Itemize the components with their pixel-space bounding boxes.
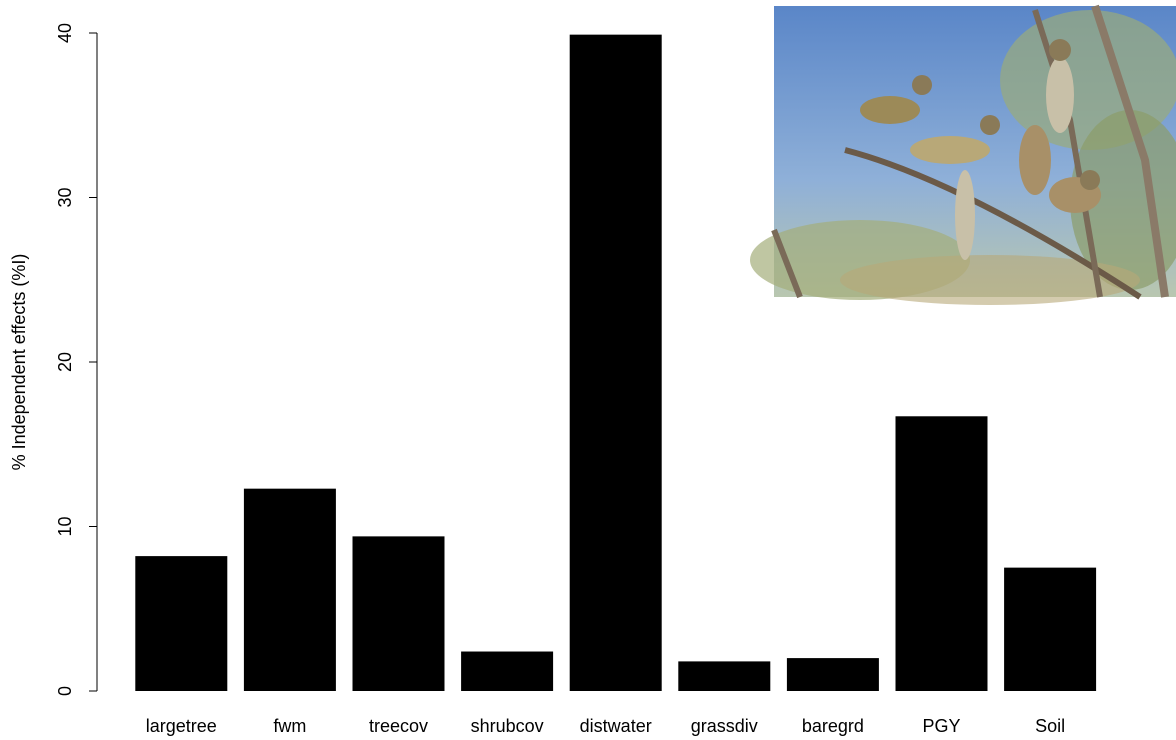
y-axis-label: % Independent effects (%I)	[9, 254, 29, 471]
bar	[786, 658, 879, 691]
y-tick-label: 40	[55, 23, 75, 43]
y-tick-label: 0	[55, 686, 75, 696]
bar	[243, 488, 336, 691]
bar	[135, 556, 228, 691]
bar	[569, 34, 662, 691]
y-tick-label: 20	[55, 352, 75, 372]
x-tick-label: shrubcov	[471, 716, 544, 736]
x-tick-label: treecov	[369, 716, 428, 736]
bird-photo	[750, 4, 1176, 305]
x-tick-label: distwater	[580, 716, 652, 736]
x-tick-label: grassdiv	[691, 716, 758, 736]
bar	[461, 651, 554, 691]
y-tick-label: 10	[55, 516, 75, 536]
x-tick-label: PGY	[922, 716, 960, 736]
x-tick-label: baregrd	[802, 716, 864, 736]
x-tick-label: fwm	[273, 716, 306, 736]
x-tick-label: Soil	[1035, 716, 1065, 736]
bar	[1004, 567, 1097, 691]
y-tick-label: 30	[55, 187, 75, 207]
bar	[352, 536, 445, 691]
bar	[678, 661, 771, 691]
bar	[895, 416, 988, 691]
x-tick-label: largetree	[146, 716, 217, 736]
